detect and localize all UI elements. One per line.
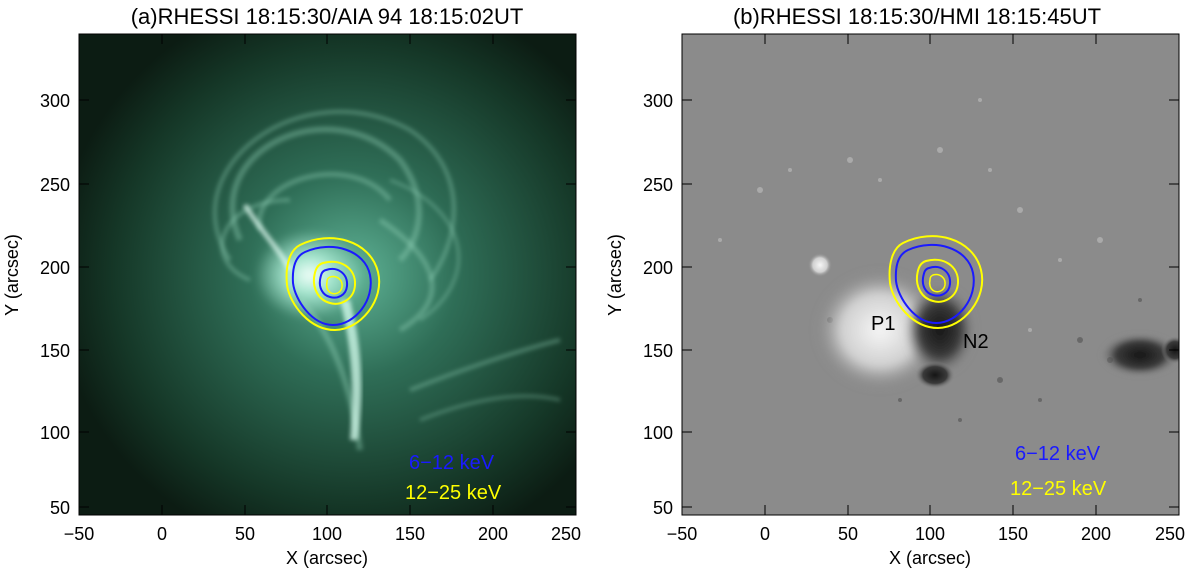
panel-b-contour-6-12-inner xyxy=(921,266,952,297)
panel-a-title: (a)RHESSI 18:15:30/AIA 94 18:15:02UT xyxy=(131,4,524,29)
panel-b-xtick: 200 xyxy=(1081,524,1111,544)
panel-b-ytick: 200 xyxy=(643,258,673,278)
panel-a-contour-12-25-inner xyxy=(312,260,357,305)
panel-a-xtick: 0 xyxy=(157,524,167,544)
panel-a-legend-12-25: 12−25 keV xyxy=(405,482,502,504)
panel-a-ytick-labels: 50 100 150 200 250 300 xyxy=(40,91,70,518)
panel-b-xtick: 50 xyxy=(838,524,858,544)
panel-a-contour-6-12-outer xyxy=(291,245,372,327)
panel-b-legend-6-12: 6−12 keV xyxy=(1015,443,1101,465)
panel-b-image xyxy=(682,34,1179,515)
panel-b-xlabel: X (arcsec) xyxy=(889,548,971,568)
panel-b-contours xyxy=(888,235,984,330)
panel-b-ytick-labels: 50 100 150 200 250 300 xyxy=(643,91,673,518)
panel-b-ytick: 50 xyxy=(653,498,673,518)
panel-a: (a)RHESSI 18:15:30/AIA 94 18:15:02UT xyxy=(2,4,581,568)
panel-b-ticks xyxy=(681,34,1180,515)
panel-b-legend-12-25: 12−25 keV xyxy=(1010,478,1107,500)
panel-a-ticks xyxy=(78,34,577,515)
panel-b-ylabel: Y (arcsec) xyxy=(605,234,625,316)
panel-b-xtick: 150 xyxy=(998,524,1028,544)
panel-a-ytick: 200 xyxy=(40,258,70,278)
panel-b-xtick: −50 xyxy=(667,524,698,544)
panel-b-contour-6-12-outer xyxy=(894,243,975,325)
panel-a-contour-12-25-outer xyxy=(285,237,381,332)
panel-b-xtick-labels: −50 0 50 100 150 200 250 xyxy=(667,524,1185,544)
panel-a-ytick: 50 xyxy=(50,498,70,518)
panel-a-xtick: 150 xyxy=(395,524,425,544)
panel-a-ylabel: Y (arcsec) xyxy=(2,234,22,316)
panel-a-xtick: 50 xyxy=(235,524,255,544)
panel-a-xlabel: X (arcsec) xyxy=(286,548,368,568)
panel-b-ytick: 300 xyxy=(643,91,673,111)
panel-b: (b)RHESSI 18:15:30/HMI 18:15:45UT xyxy=(605,4,1185,568)
panel-a-contours xyxy=(285,237,381,332)
panel-a-xtick-labels: −50 0 50 100 150 200 250 xyxy=(64,524,581,544)
panel-b-ytick: 150 xyxy=(643,341,673,361)
panel-b-contour-12-25-inner xyxy=(915,258,960,303)
panel-a-xtick: 250 xyxy=(551,524,581,544)
panel-b-contour-12-25-outer xyxy=(888,235,984,330)
panel-a-xtick: 100 xyxy=(312,524,342,544)
panel-a-ytick: 150 xyxy=(40,341,70,361)
panel-b-title: (b)RHESSI 18:15:30/HMI 18:15:45UT xyxy=(733,4,1101,29)
panel-a-ytick: 100 xyxy=(40,423,70,443)
annotation-n2: N2 xyxy=(963,331,989,353)
panel-a-image xyxy=(79,34,576,515)
panel-b-contour-12-25-core xyxy=(928,273,946,293)
panel-a-contour-6-12-inner xyxy=(318,268,349,299)
panel-a-ytick: 250 xyxy=(40,175,70,195)
panel-b-xtick: 0 xyxy=(760,524,770,544)
annotation-p1: P1 xyxy=(871,313,895,335)
panel-a-legend-6-12: 6−12 keV xyxy=(409,452,495,474)
panel-a-xtick: 200 xyxy=(478,524,508,544)
panel-a-xtick: −50 xyxy=(64,524,95,544)
panel-a-contour-12-25-core xyxy=(325,275,343,295)
panel-b-ytick: 250 xyxy=(643,175,673,195)
panel-b-ytick: 100 xyxy=(643,423,673,443)
panel-a-ytick: 300 xyxy=(40,91,70,111)
panel-b-xtick: 100 xyxy=(915,524,945,544)
panel-b-xtick: 250 xyxy=(1155,524,1185,544)
